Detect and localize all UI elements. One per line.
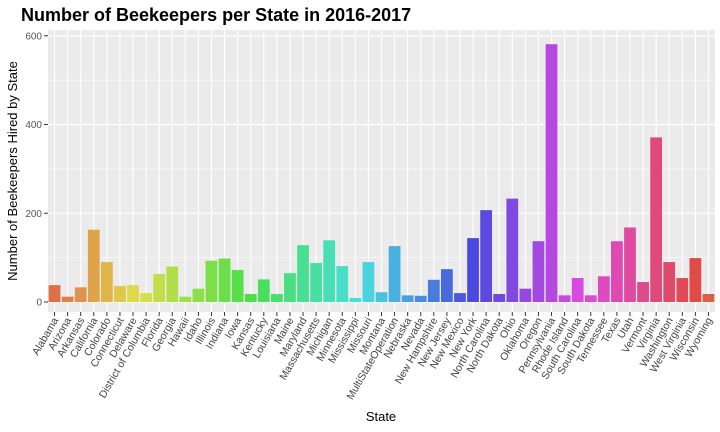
y-tick-label: 200 [25,209,42,220]
bar-tennessee [597,276,610,302]
bar-arkansas [74,287,87,302]
bar-delaware [127,285,139,302]
bar-virginia [650,137,663,302]
bar-wyoming [702,294,715,302]
bar-missouri [362,262,375,302]
bar-idaho [192,288,205,302]
bar-kansas [244,294,257,302]
bar-utah [624,227,636,302]
bar-minnesota [336,266,349,302]
bar-rhode-island [558,295,571,302]
bar-indiana [218,258,231,302]
bar-hawaii [179,296,192,302]
bar-maine [284,273,296,302]
bar-arizona [61,296,74,302]
bar-oregon [532,241,545,302]
bar-ohio [506,198,519,302]
x-axis-title: State [366,409,396,424]
bars [48,44,715,303]
bar-florida [153,274,166,302]
bar-maryland [297,245,309,302]
bar-nebraska [401,295,414,302]
bar-wisconsin [689,258,702,302]
bar-connecticut [114,286,126,302]
bar-oklahoma [519,288,532,302]
bar-district-of-columbia [140,293,152,302]
x-axis: AlabamaArizonaArkansasCaliforniaColorado… [30,312,715,402]
bar-colorado [100,262,113,302]
bar-iowa [231,270,244,302]
bar-mississippi [349,298,362,302]
bar-south-carolina [571,278,584,302]
bar-texas [611,241,623,302]
bar-michigan [323,240,336,302]
bar-alabama [48,285,61,302]
bar-pennsylvania [545,44,558,303]
y-tick-label: 400 [25,120,42,131]
bar-washington [663,262,676,302]
bar-new-york [467,238,479,302]
bar-multistateoperation [388,246,401,302]
bar-west-virginia [676,278,689,302]
bar-georgia [166,266,179,302]
bar-california [87,229,100,302]
y-tick-label: 0 [36,298,42,309]
bar-vermont [637,282,649,302]
bar-north-carolina [480,210,493,302]
bar-illinois [205,260,218,302]
bar-new-jersey [441,269,453,302]
bar-louisiana [270,294,283,302]
y-tick-label: 600 [25,31,42,42]
bar-kentucky [257,279,270,302]
y-axis-title: Number of Beekeepers Hired by State [5,61,20,281]
chart-title: Number of Beekeepers per State in 2016-2… [21,5,411,25]
bar-south-dakota [584,295,597,302]
bar-north-dakota [493,294,506,302]
bar-massachusetts [310,262,322,302]
bar-nevada [414,295,427,302]
bar-new-hampshire [427,279,440,302]
bar-new-mexico [454,293,466,302]
bar-montana [375,292,388,302]
y-axis: 0 200 400 600 [25,31,48,309]
